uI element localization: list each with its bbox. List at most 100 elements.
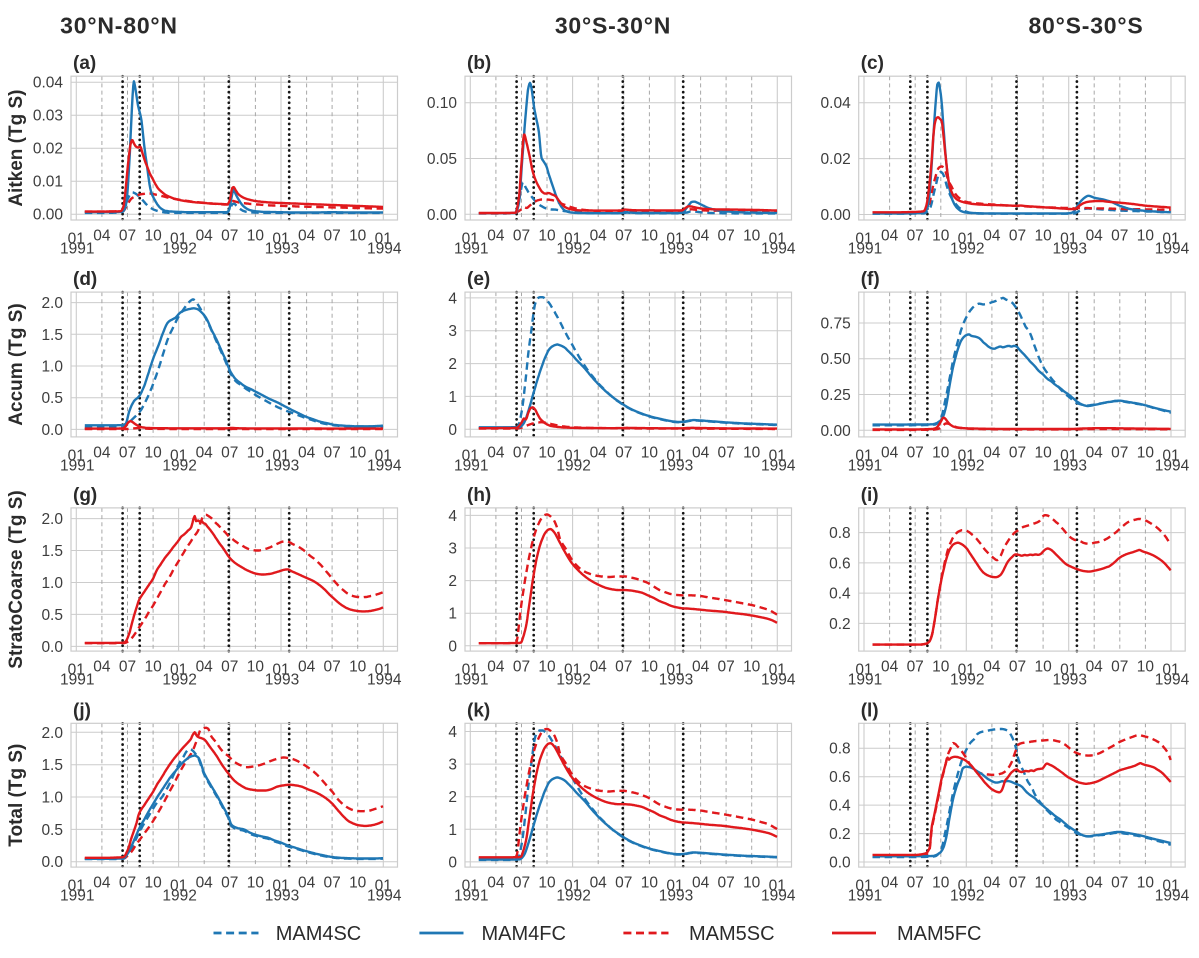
svg-text:1.5: 1.5 <box>41 327 63 344</box>
svg-text:07: 07 <box>221 659 238 676</box>
svg-text:1991: 1991 <box>454 457 488 474</box>
svg-text:1994: 1994 <box>367 672 402 689</box>
svg-text:0.2: 0.2 <box>829 826 851 843</box>
svg-text:01: 01 <box>375 231 392 248</box>
svg-text:04: 04 <box>590 444 608 461</box>
svg-text:01: 01 <box>564 878 581 895</box>
svg-text:3: 3 <box>448 757 457 774</box>
svg-text:07: 07 <box>323 659 340 676</box>
svg-text:MAM4FC: MAM4FC <box>482 923 566 945</box>
svg-text:1994: 1994 <box>367 888 402 905</box>
svg-text:04: 04 <box>1086 875 1104 892</box>
svg-text:1993: 1993 <box>1052 672 1086 689</box>
svg-text:1992: 1992 <box>950 888 984 905</box>
svg-text:0.00: 0.00 <box>821 207 852 224</box>
svg-text:2.0: 2.0 <box>41 295 63 312</box>
svg-text:1992: 1992 <box>556 888 590 905</box>
svg-text:07: 07 <box>1009 659 1026 676</box>
svg-text:10: 10 <box>932 659 950 676</box>
svg-text:2: 2 <box>448 789 457 806</box>
svg-text:10: 10 <box>1137 659 1155 676</box>
svg-text:1993: 1993 <box>659 457 693 474</box>
svg-text:04: 04 <box>196 659 214 676</box>
svg-text:1993: 1993 <box>1052 888 1086 905</box>
svg-text:01: 01 <box>68 662 85 679</box>
svg-text:01: 01 <box>375 447 392 464</box>
svg-text:04: 04 <box>692 444 710 461</box>
svg-text:10: 10 <box>743 659 761 676</box>
svg-text:07: 07 <box>717 659 734 676</box>
svg-text:04: 04 <box>983 875 1001 892</box>
svg-text:04: 04 <box>881 228 899 245</box>
svg-text:(l): (l) <box>861 700 879 721</box>
svg-text:04: 04 <box>93 875 111 892</box>
svg-text:1994: 1994 <box>761 888 796 905</box>
svg-text:01: 01 <box>564 447 581 464</box>
svg-text:10: 10 <box>538 228 556 245</box>
svg-text:1994: 1994 <box>761 241 796 258</box>
svg-text:07: 07 <box>717 444 734 461</box>
svg-text:0: 0 <box>448 422 457 439</box>
svg-text:0.5: 0.5 <box>41 390 63 407</box>
svg-text:Total (Tg S): Total (Tg S) <box>6 744 27 847</box>
svg-text:1991: 1991 <box>454 241 488 258</box>
svg-text:1991: 1991 <box>848 888 882 905</box>
svg-text:04: 04 <box>93 228 111 245</box>
svg-text:1992: 1992 <box>162 672 196 689</box>
svg-text:01: 01 <box>1060 878 1077 895</box>
svg-text:4: 4 <box>448 724 457 741</box>
svg-text:07: 07 <box>615 444 632 461</box>
svg-text:04: 04 <box>298 444 316 461</box>
svg-text:01: 01 <box>170 447 187 464</box>
svg-text:10: 10 <box>247 444 265 461</box>
svg-text:0.02: 0.02 <box>33 141 63 158</box>
svg-text:10: 10 <box>247 875 265 892</box>
svg-text:04: 04 <box>298 659 316 676</box>
svg-text:(k): (k) <box>467 700 490 721</box>
svg-text:01: 01 <box>170 878 187 895</box>
svg-text:2: 2 <box>448 573 457 590</box>
svg-text:01: 01 <box>1060 662 1077 679</box>
svg-text:01: 01 <box>769 878 786 895</box>
svg-text:30°N-80°N: 30°N-80°N <box>60 13 178 39</box>
svg-text:07: 07 <box>717 875 734 892</box>
svg-text:(h): (h) <box>467 485 491 506</box>
svg-text:0.0: 0.0 <box>41 422 63 439</box>
svg-text:10: 10 <box>349 875 367 892</box>
svg-text:04: 04 <box>196 444 214 461</box>
svg-text:01: 01 <box>462 878 479 895</box>
svg-text:1992: 1992 <box>950 672 984 689</box>
svg-text:10: 10 <box>1137 875 1155 892</box>
svg-text:04: 04 <box>590 875 608 892</box>
svg-text:(a): (a) <box>73 53 96 74</box>
svg-text:0.50: 0.50 <box>821 351 852 368</box>
svg-text:30°S-30°N: 30°S-30°N <box>555 13 671 39</box>
svg-text:07: 07 <box>119 228 136 245</box>
svg-text:10: 10 <box>247 659 265 676</box>
svg-text:80°S-30°S: 80°S-30°S <box>1028 13 1143 39</box>
svg-text:01: 01 <box>958 447 975 464</box>
svg-text:01: 01 <box>666 231 683 248</box>
svg-text:MAM5SC: MAM5SC <box>689 923 775 945</box>
svg-text:01: 01 <box>272 662 289 679</box>
svg-text:0.02: 0.02 <box>821 151 851 168</box>
svg-text:10: 10 <box>247 228 265 245</box>
svg-text:1994: 1994 <box>367 241 402 258</box>
svg-text:01: 01 <box>170 231 187 248</box>
svg-text:10: 10 <box>641 444 659 461</box>
svg-text:0.04: 0.04 <box>33 75 64 92</box>
svg-text:1: 1 <box>448 389 457 406</box>
svg-text:4: 4 <box>448 290 457 307</box>
svg-text:0.00: 0.00 <box>427 207 458 224</box>
svg-text:0.6: 0.6 <box>829 555 851 572</box>
svg-text:07: 07 <box>1009 875 1026 892</box>
svg-text:07: 07 <box>323 444 340 461</box>
svg-text:01: 01 <box>769 662 786 679</box>
svg-text:10: 10 <box>641 875 659 892</box>
svg-text:1991: 1991 <box>848 672 882 689</box>
svg-text:01: 01 <box>272 231 289 248</box>
svg-text:07: 07 <box>1111 875 1128 892</box>
svg-text:01: 01 <box>958 878 975 895</box>
svg-text:07: 07 <box>221 875 238 892</box>
svg-text:1993: 1993 <box>265 457 299 474</box>
